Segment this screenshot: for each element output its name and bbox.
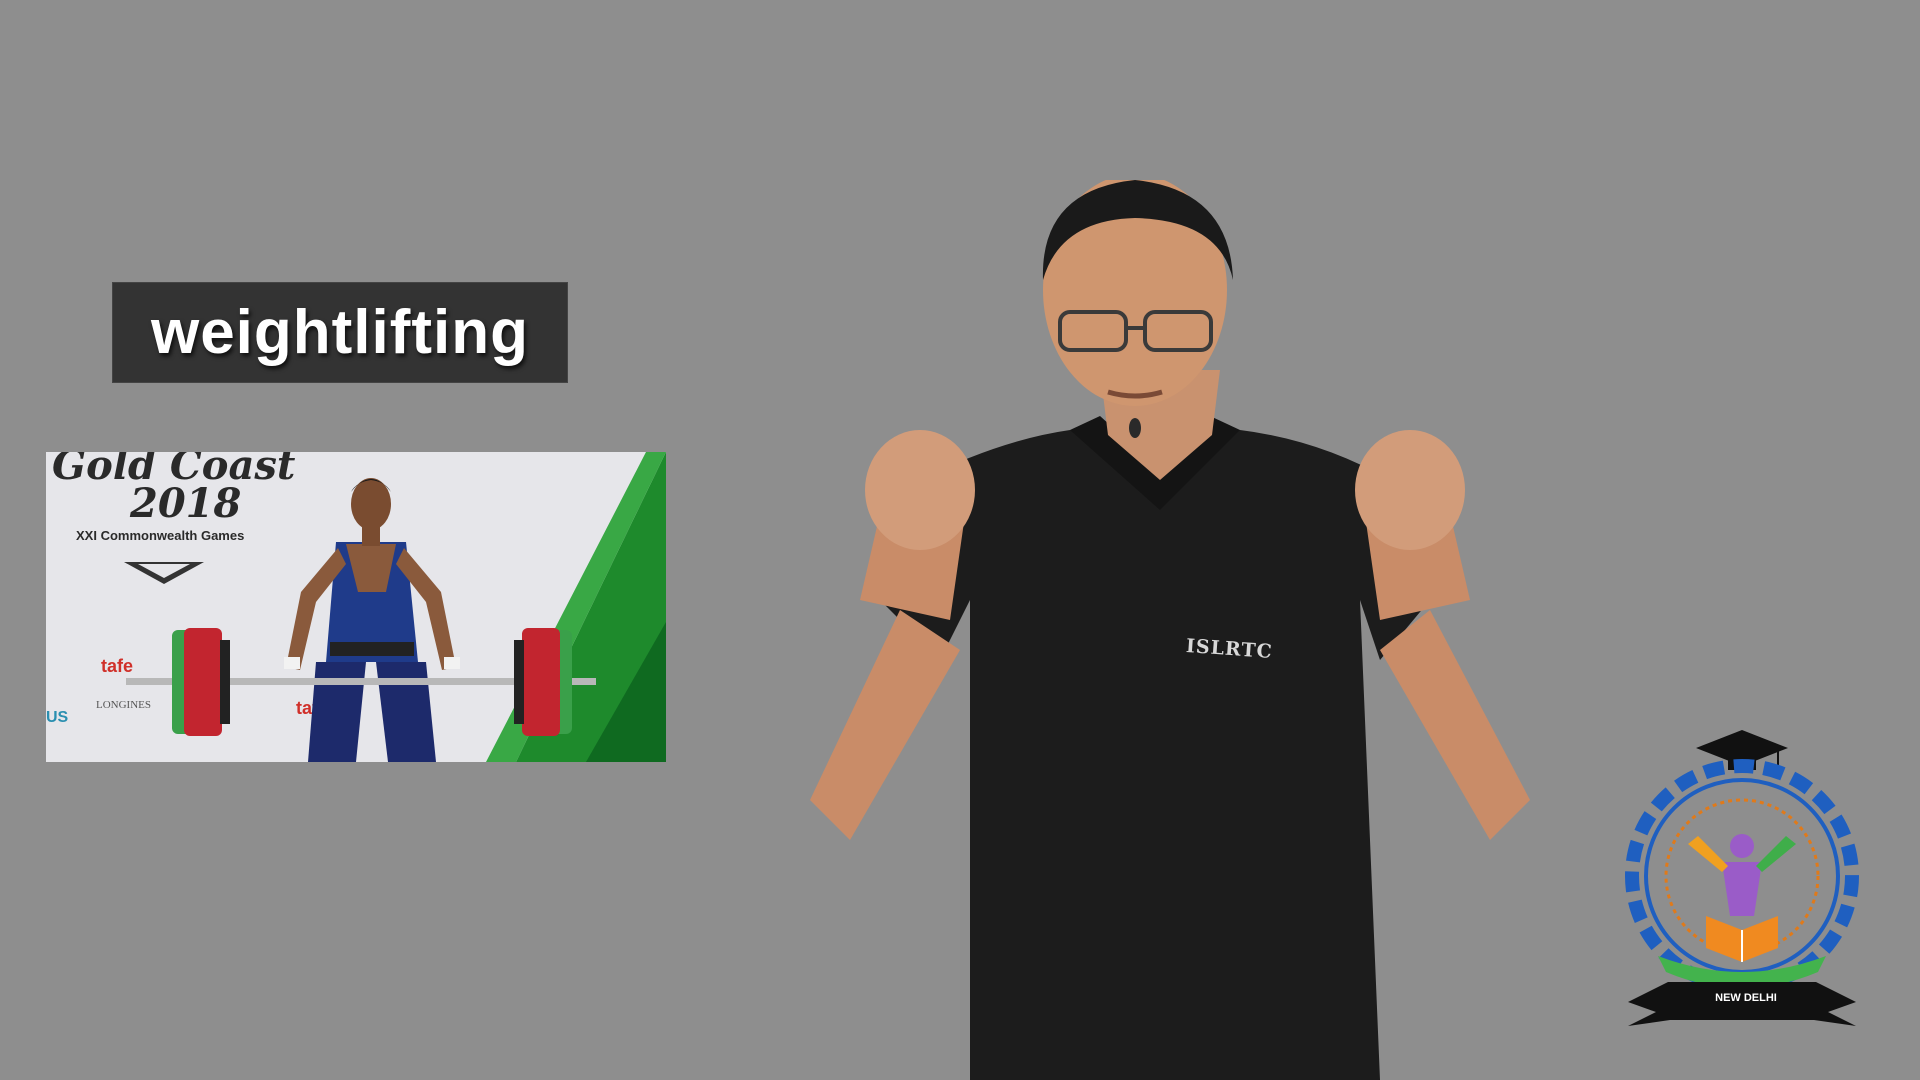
- photo-event-year: 2018: [130, 480, 242, 527]
- svg-text:LONGINES: LONGINES: [96, 699, 151, 711]
- reference-photo: tafe tafe US LONGINES: [46, 452, 666, 762]
- word-caption-box: weightlifting: [112, 282, 568, 383]
- photo-event-subtitle: XXI Commonwealth Games: [76, 528, 245, 543]
- photo-event-title: Gold Coast: [52, 452, 296, 489]
- logo-city-text: NEW DELHI: [1715, 992, 1777, 1004]
- sign-language-presenter: [810, 180, 1530, 1080]
- word-caption: weightlifting: [150, 298, 530, 367]
- svg-text:US: US: [46, 709, 69, 726]
- svg-text:tafe: tafe: [101, 656, 133, 676]
- organization-logo: [1625, 730, 1859, 1026]
- weightlifter-illustration: tafe tafe US LONGINES: [46, 452, 666, 762]
